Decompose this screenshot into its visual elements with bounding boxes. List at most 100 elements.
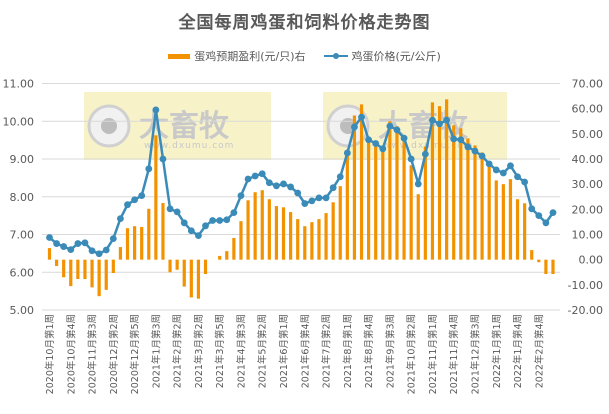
egg-price-marker: [528, 205, 536, 213]
egg-price-marker: [209, 217, 217, 224]
egg-price-marker: [138, 192, 146, 200]
profit-bar: [331, 202, 335, 260]
egg-price-marker: [124, 201, 131, 209]
egg-price-marker: [273, 182, 280, 190]
profit-bar: [515, 199, 520, 260]
profit-bar: [367, 140, 371, 260]
egg-price-marker: [542, 219, 550, 227]
legend-label-profit: 蛋鸡预期盈利(元/只)右: [194, 50, 306, 63]
egg-price-marker: [67, 246, 75, 254]
profit-bar: [459, 128, 463, 260]
bar-swatch-icon: [168, 53, 191, 59]
profit-bar: [310, 222, 314, 260]
egg-price-marker: [386, 122, 394, 130]
right-axis-tick: 60.00: [572, 103, 604, 116]
x-axis-tick: 2021年2月第2周: [172, 314, 184, 388]
profit-bar: [395, 126, 399, 260]
profit-bar: [54, 259, 59, 266]
profit-bar: [324, 213, 328, 260]
profit-bar: [147, 208, 151, 260]
profit-bar: [104, 259, 108, 290]
right-axis-tick: -10.00: [568, 279, 603, 292]
x-axis-tick: 2021年4月第3周: [235, 314, 247, 388]
egg-price-marker: [88, 247, 96, 255]
egg-price-marker: [74, 240, 82, 247]
profit-bar: [274, 206, 279, 260]
profit-bar: [225, 251, 229, 260]
egg-price-marker: [365, 136, 373, 144]
egg-price-marker: [322, 194, 330, 202]
egg-price-marker: [478, 152, 486, 160]
egg-price-marker: [414, 180, 422, 188]
x-axis-tick: 2022年1月第4周: [512, 314, 524, 388]
egg-price-marker: [471, 147, 479, 155]
profit-bar: [161, 203, 165, 260]
egg-price-marker: [265, 179, 273, 187]
left-axis-tick: 10.00: [3, 115, 35, 128]
x-axis-tick: 2020年10月第4周: [65, 314, 77, 394]
profit-bar: [388, 121, 392, 260]
egg-price-marker: [400, 134, 408, 142]
egg-price-marker: [351, 123, 358, 131]
profit-bar: [83, 259, 87, 280]
x-axis-tick: 2021年12月第3周: [469, 314, 481, 394]
egg-price-marker: [237, 192, 245, 200]
line-marker-swatch-icon: [323, 51, 348, 61]
profit-bar: [551, 259, 555, 275]
profit-bar: [494, 180, 498, 260]
profit-bar: [317, 219, 321, 260]
profit-bar: [480, 152, 484, 260]
egg-price-marker: [521, 178, 529, 186]
profit-bar: [260, 190, 264, 260]
x-axis-tick: 2021年6月第1周: [278, 314, 290, 388]
profit-bar: [47, 248, 52, 260]
profit-bar: [338, 186, 342, 260]
profit-bar: [281, 207, 286, 260]
profit-bar: [487, 163, 491, 260]
x-axis-tick: 2020年12月第5周: [129, 314, 141, 394]
profit-bar: [239, 221, 243, 260]
egg-price-marker: [102, 246, 110, 254]
egg-price-marker: [492, 166, 500, 174]
profit-bar: [218, 255, 222, 260]
egg-price-marker: [485, 160, 493, 168]
egg-price-marker: [294, 189, 302, 197]
profit-bar: [430, 102, 435, 260]
egg-price-marker: [443, 116, 451, 124]
egg-price-marker: [535, 212, 543, 220]
profit-bar: [253, 192, 257, 260]
egg-price-marker: [187, 227, 195, 235]
left-axis-tick: 9.00: [10, 153, 35, 166]
profit-bar: [111, 259, 115, 274]
profit-bar: [530, 250, 534, 260]
profit-bar: [246, 200, 250, 260]
profit-bar: [352, 115, 357, 260]
x-axis-tick: 2021年11月第1周: [427, 314, 439, 394]
legend: 蛋鸡预期盈利(元/只)右 鸡蛋价格(元/公斤): [0, 48, 609, 64]
profit-bar: [189, 259, 193, 298]
x-axis-tick: 2021年10月第2周: [406, 314, 418, 394]
profit-bar: [437, 106, 442, 260]
profit-bar: [423, 146, 427, 260]
profit-bar: [303, 226, 307, 260]
right-axis-tick: 30.00: [572, 178, 604, 191]
x-axis-tick: 2021年11月第4周: [448, 314, 460, 394]
profit-bar: [445, 99, 449, 260]
egg-price-marker: [514, 173, 521, 181]
egg-price-marker: [251, 172, 259, 180]
egg-price-marker: [379, 145, 387, 153]
profit-bar: [232, 238, 236, 260]
profit-bar: [118, 247, 123, 260]
egg-price-marker: [499, 169, 507, 177]
egg-price-marker: [216, 217, 224, 224]
profit-bar: [196, 259, 201, 299]
profit-bar: [140, 226, 144, 260]
profit-bar: [168, 259, 172, 273]
profit-bar: [537, 259, 541, 263]
egg-price-marker: [457, 136, 465, 144]
egg-price-marker: [507, 162, 514, 170]
profit-bar: [501, 184, 505, 260]
egg-price-marker: [329, 184, 337, 192]
